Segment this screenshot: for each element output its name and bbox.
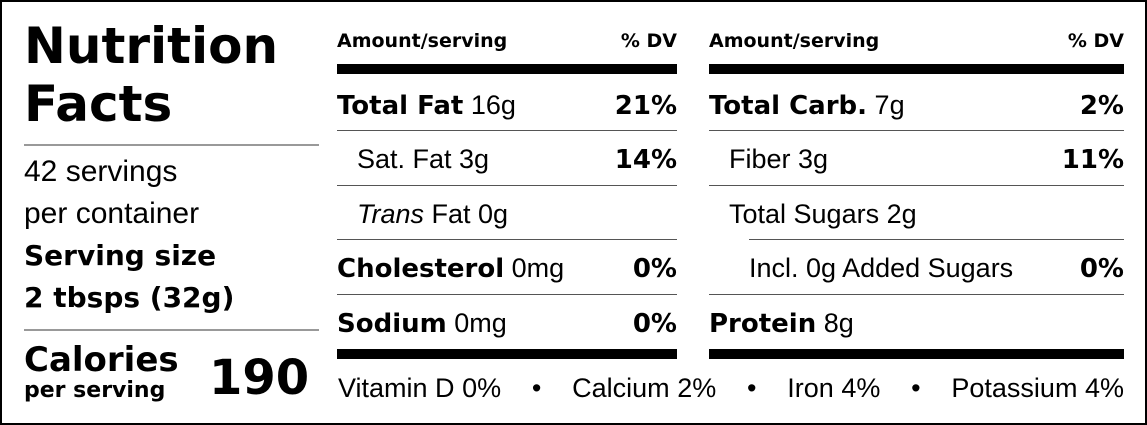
vitamin-d-label: Vitamin D: [338, 373, 455, 403]
title-line1: Nutrition: [24, 17, 279, 75]
separator: •: [531, 373, 542, 403]
row-sodium: Sodium 0mg 0%: [337, 296, 677, 351]
row-protein: Protein 8g: [709, 296, 1124, 351]
right-header: Amount/serving % DV: [709, 30, 1124, 52]
nutrient-name: Protein: [709, 309, 817, 339]
iron-label: Iron: [787, 373, 834, 403]
thick-bar: [337, 64, 677, 74]
nutrient-name: Fiber 3g: [729, 144, 829, 174]
nutrient-dv: 21%: [614, 90, 677, 121]
nutrient-amount: 8g: [823, 308, 854, 338]
vitamins-minerals: Vitamin D 0% • Calcium 2% • Iron 4% • Po…: [338, 373, 1124, 404]
dv-header: % DV: [620, 30, 677, 52]
row-sat-fat: Sat. Fat 3g 14%: [357, 132, 677, 187]
servings-per-container-2: per container: [24, 197, 200, 230]
nutrient-name: Sodium: [337, 309, 447, 339]
calcium-value: 2%: [677, 373, 717, 403]
nutrient-amount: 0mg: [511, 253, 565, 283]
nutrient-amount: 16g: [470, 90, 516, 120]
calories-value: 190: [209, 350, 310, 406]
nutrient-name: Incl. 0g Added Sugars: [749, 253, 1014, 283]
row-total-carb: Total Carb. 7g 2%: [709, 78, 1124, 133]
thick-bar: [337, 349, 677, 359]
thick-bar: [709, 349, 1124, 359]
servings-per-container: 42 servings: [24, 155, 178, 188]
dv-header: % DV: [1067, 30, 1124, 52]
divider: [709, 185, 1124, 186]
calcium-label: Calcium: [572, 373, 670, 403]
nutrient-dv: 14%: [614, 144, 677, 175]
calories-label: Calories: [24, 340, 179, 380]
nutrient-name: Total Sugars 2g: [729, 199, 917, 229]
nutrient-name-italic: Trans: [357, 199, 425, 229]
divider: [337, 185, 677, 186]
nutrient-amount: 7g: [874, 90, 905, 120]
nutrient-dv: 11%: [1061, 144, 1124, 175]
nutrient-amount: 0mg: [454, 308, 507, 338]
vitamin-d-value: 0%: [462, 373, 502, 403]
divider: [709, 294, 1124, 295]
calories-sub: per serving: [24, 378, 166, 403]
row-trans-fat: Trans Fat 0g: [357, 187, 677, 242]
left-header: Amount/serving % DV: [337, 30, 677, 52]
nutrient-dv: 0%: [632, 308, 677, 339]
separator: •: [911, 373, 921, 403]
potassium-label: Potassium: [951, 373, 1078, 403]
nutrient-dv: 0%: [1079, 253, 1124, 284]
serving-size-value: 2 tbsps (32g): [24, 281, 235, 314]
potassium-value: 4%: [1084, 373, 1124, 403]
nutrient-name: Sat. Fat 3g: [357, 144, 490, 174]
title-line2: Facts: [24, 75, 173, 133]
iron-value: 4%: [841, 373, 881, 403]
serving-size-label: Serving size: [24, 239, 217, 272]
divider: [709, 130, 1124, 131]
divider: [337, 130, 677, 131]
divider: [749, 239, 1124, 240]
amount-header: Amount/serving: [337, 30, 508, 52]
row-total-fat: Total Fat 16g 21%: [337, 78, 677, 133]
row-total-sugars: Total Sugars 2g: [729, 187, 1124, 242]
row-cholesterol: Cholesterol 0mg 0%: [337, 241, 677, 296]
separator: •: [747, 373, 757, 403]
amount-header: Amount/serving: [709, 30, 880, 52]
divider: [337, 294, 677, 295]
row-added-sugars: Incl. 0g Added Sugars 0%: [749, 241, 1124, 296]
nutrient-name: Total Fat: [337, 91, 464, 121]
divider: [24, 144, 319, 146]
nutrient-name: Cholesterol: [337, 254, 505, 284]
divider: [24, 329, 319, 331]
nutrient-name: Fat 0g: [424, 199, 509, 229]
row-fiber: Fiber 3g 11%: [729, 132, 1124, 187]
nutrient-name: Total Carb.: [709, 91, 868, 121]
divider: [337, 239, 677, 240]
nutrient-dv: 2%: [1079, 90, 1124, 121]
thick-bar: [709, 64, 1124, 74]
nutrient-dv: 0%: [632, 253, 677, 284]
